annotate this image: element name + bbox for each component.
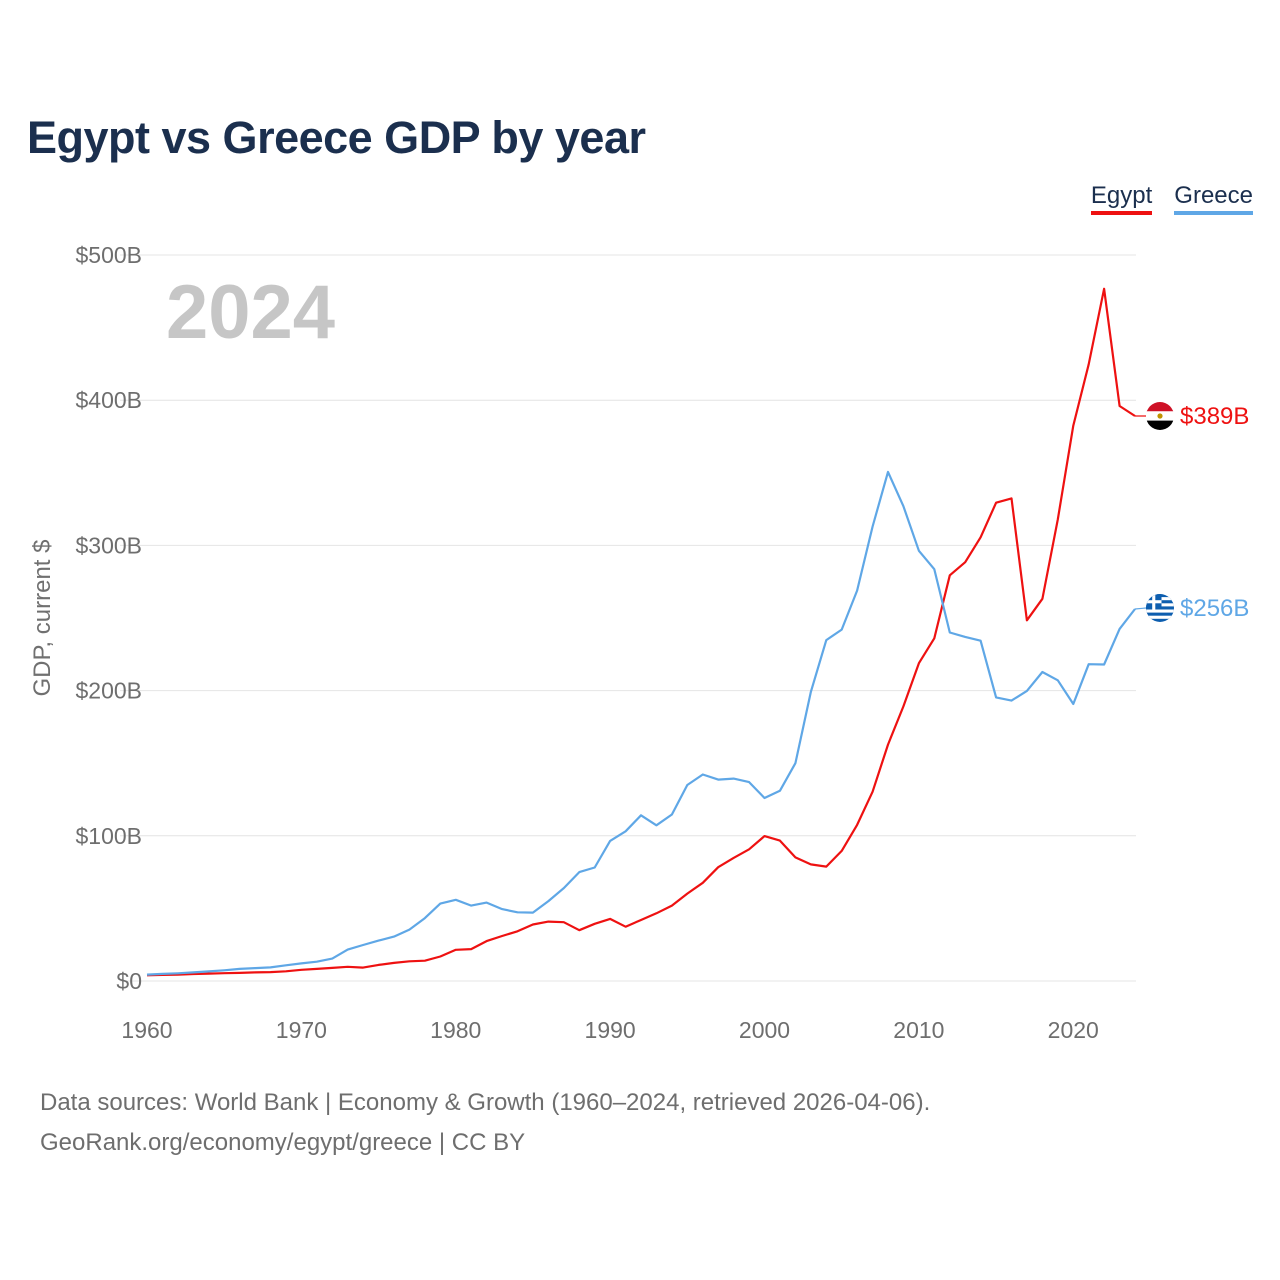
y-tick-label: $100B <box>75 823 142 849</box>
end-markers: $389B $256B <box>1134 403 1249 622</box>
y-tick-label: $200B <box>75 678 142 704</box>
series-lines <box>146 287 1136 977</box>
egypt-series-line <box>146 287 1136 977</box>
legend-item-egypt[interactable]: Egypt <box>1090 182 1153 215</box>
egypt-end-label: $389B <box>1180 403 1249 430</box>
source-line: Data sources: World Bank | Economy & Gro… <box>40 1089 931 1116</box>
legend: Egypt Greece <box>1090 182 1253 215</box>
greece-series-line <box>146 470 1136 976</box>
page-title: Egypt vs Greece GDP by year <box>27 112 646 163</box>
x-tick-label: 2010 <box>893 1017 944 1043</box>
x-tick-label: 2000 <box>739 1017 790 1043</box>
y-tick-label: $400B <box>75 387 142 413</box>
x-tick-label: 1980 <box>430 1017 481 1043</box>
x-tick-label: 2020 <box>1048 1017 1099 1043</box>
x-axis-ticks: 1960 1970 1980 1990 2000 2010 2020 <box>121 1017 1098 1043</box>
legend-item-greece[interactable]: Greece <box>1174 182 1253 215</box>
grid-lines <box>120 254 1136 982</box>
footer: Data sources: World Bank | Economy & Gro… <box>40 1083 930 1163</box>
greece-flag-icon <box>1146 594 1174 622</box>
x-tick-label: 1990 <box>585 1017 636 1043</box>
egypt-flag-icon <box>1146 402 1174 430</box>
y-axis-label: GDP, current $ <box>29 540 56 697</box>
greece-end-label: $256B <box>1180 595 1249 622</box>
y-axis-ticks: $0 $100B $200B $300B $400B $500B <box>75 242 142 994</box>
y-tick-label: $500B <box>75 242 142 268</box>
y-tick-label: $300B <box>75 532 142 558</box>
greece-leader-line <box>1134 607 1147 610</box>
x-tick-label: 1970 <box>276 1017 327 1043</box>
y-tick-label: $0 <box>116 968 142 994</box>
year-watermark: 2024 <box>166 270 335 355</box>
attribution-line: GeoRank.org/economy/egypt/greece | CC BY <box>40 1129 526 1156</box>
x-tick-label: 1960 <box>121 1017 172 1043</box>
